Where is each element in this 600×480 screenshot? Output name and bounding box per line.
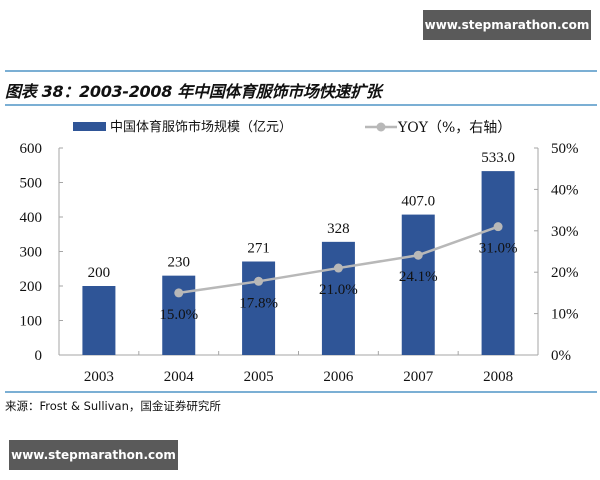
x-axis-tick-label: 2007 — [403, 369, 434, 385]
bar-value-label: 407.0 — [401, 194, 435, 210]
left-axis-tick-label: 500 — [20, 176, 43, 192]
legend-line-marker — [376, 122, 386, 132]
bar-2007 — [401, 214, 435, 355]
left-axis-tick-label: 400 — [20, 210, 43, 226]
x-axis-tick-label: 2005 — [244, 369, 274, 385]
yoy-marker — [174, 288, 184, 298]
left-axis-tick-label: 0 — [35, 348, 43, 364]
bar-2006 — [321, 241, 355, 355]
yoy-marker — [254, 276, 264, 286]
bar-value-label: 271 — [247, 241, 270, 257]
figure-title: 图表 38：2003-2008 年中国体育服饰市场快速扩张 — [5, 82, 382, 101]
yoy-marker — [333, 263, 343, 273]
left-axis-tick-label: 100 — [20, 314, 43, 330]
left-axis-tick-label: 200 — [20, 279, 43, 295]
right-axis-tick-label: 10% — [551, 307, 579, 323]
yoy-value-label: 17.8% — [239, 295, 278, 311]
yoy-value-label: 24.1% — [399, 269, 438, 285]
right-axis-tick-label: 50% — [551, 141, 579, 157]
right-axis-tick-label: 40% — [551, 182, 579, 198]
yoy-marker — [413, 250, 423, 260]
bar-value-label: 230 — [168, 255, 191, 271]
yoy-value-label: 21.0% — [319, 282, 358, 298]
x-axis-tick-label: 2004 — [164, 369, 195, 385]
chart-bottom-rule — [5, 391, 597, 393]
title-top-rule — [5, 70, 597, 72]
right-axis-tick-label: 0% — [551, 348, 571, 364]
bar-value-label: 533.0 — [481, 150, 515, 166]
x-axis-tick-label: 2006 — [323, 369, 354, 385]
watermark-bottom: www.stepmarathon.com — [9, 440, 178, 470]
yoy-marker — [493, 222, 503, 232]
yoy-value-label: 15.0% — [159, 307, 198, 323]
left-axis-tick-label: 300 — [20, 245, 43, 261]
legend-line-label: YOY（%，右轴） — [397, 120, 511, 136]
bar-2008 — [481, 171, 515, 355]
bar-value-label: 328 — [327, 221, 350, 237]
watermark-top: www.stepmarathon.com — [423, 10, 591, 40]
legend-bar-swatch — [73, 122, 106, 131]
left-axis-tick-label: 600 — [20, 141, 43, 157]
source-note: 来源：Frost & Sullivan，国金证券研究所 — [5, 399, 221, 413]
x-axis-tick-label: 2003 — [84, 369, 114, 385]
legend-bar-label: 中国体育服饰市场规模（亿元） — [110, 119, 292, 135]
title-bottom-rule — [5, 104, 597, 106]
right-axis-tick-label: 30% — [551, 224, 579, 240]
yoy-value-label: 31.0% — [479, 241, 518, 257]
chart: 中国体育服饰市场规模（亿元） YOY（%，右轴） 0 100 200 300 400 500 6… — [20, 119, 579, 385]
bar-2003 — [82, 286, 116, 355]
right-axis-tick-label: 20% — [551, 265, 579, 281]
bar-value-label: 200 — [88, 265, 111, 281]
x-axis-tick-label: 2008 — [483, 369, 513, 385]
